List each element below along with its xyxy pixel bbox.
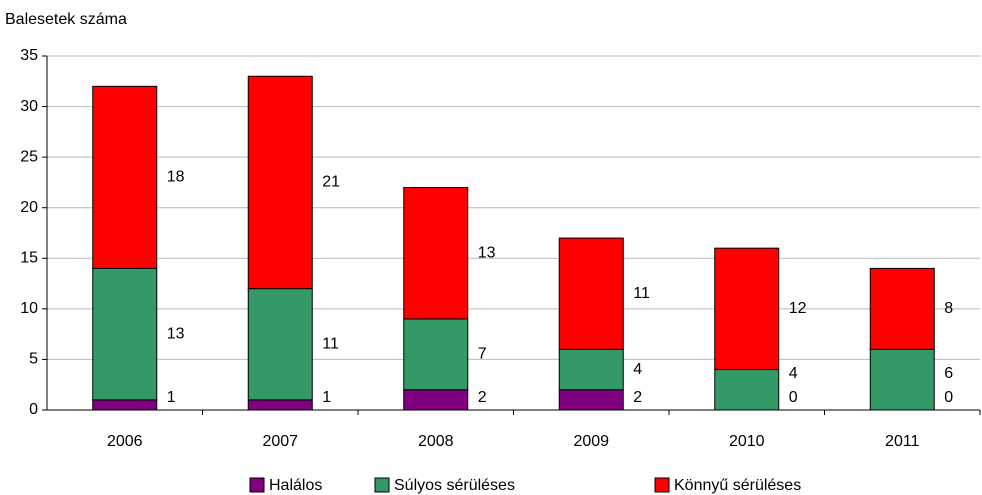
y-tick-label: 35 [20,47,38,64]
data-label: 18 [167,169,185,186]
legend-label: Könnyű sérüléses [674,477,801,494]
data-label: 7 [478,346,487,363]
data-label: 4 [633,361,642,378]
bar-segment [247,75,313,290]
bar-segment [403,186,469,320]
x-tick-label: 2011 [885,433,920,450]
bar-segment [92,267,158,401]
bar-segment [558,348,624,391]
data-label: 0 [944,389,953,406]
y-tick-label: 30 [20,98,38,115]
data-label: 2 [633,389,642,406]
y-axis-title: Balesetek száma [5,11,127,28]
data-label: 1 [322,389,331,406]
y-tick-label: 5 [29,351,38,368]
data-label: 13 [478,244,496,261]
data-label: 6 [944,365,953,382]
y-tick-label: 20 [20,199,38,216]
y-tick-label: 10 [20,300,38,317]
legend-swatch [654,477,670,493]
x-tick-label: 2007 [262,433,298,450]
x-tick-label: 2009 [573,433,609,450]
x-tick-label: 2010 [729,433,765,450]
bar-segment [92,85,158,269]
data-label: 4 [789,365,798,382]
y-tick-label: 25 [20,148,38,165]
bar-segment [247,288,313,401]
data-label: 2 [478,389,487,406]
legend-swatch [249,477,265,493]
data-label: 8 [944,300,953,317]
legend-swatch [374,477,390,493]
data-label: 11 [322,335,339,352]
y-tick-label: 15 [20,250,38,267]
y-tick-label: 0 [29,401,38,418]
x-tick-label: 2006 [107,433,143,450]
bar-segment [558,389,624,411]
data-label: 12 [789,300,807,317]
data-label: 21 [322,174,340,191]
data-label: 1 [167,389,176,406]
bar-segment [869,348,935,411]
data-label: 11 [633,285,650,302]
x-tick-label: 2008 [418,433,454,450]
bar-segment [92,399,158,411]
bar-segment [714,369,780,411]
bar-segment [558,237,624,350]
data-label: 0 [789,389,798,406]
legend-label: Halálos [269,477,322,494]
bar-segment [714,247,780,371]
data-label: 13 [167,325,185,342]
bar-segment [869,267,935,350]
bar-segment [247,399,313,411]
legend-label: Súlyos sérüléses [394,477,515,494]
bar-segment [403,389,469,411]
bar-segment [403,318,469,391]
